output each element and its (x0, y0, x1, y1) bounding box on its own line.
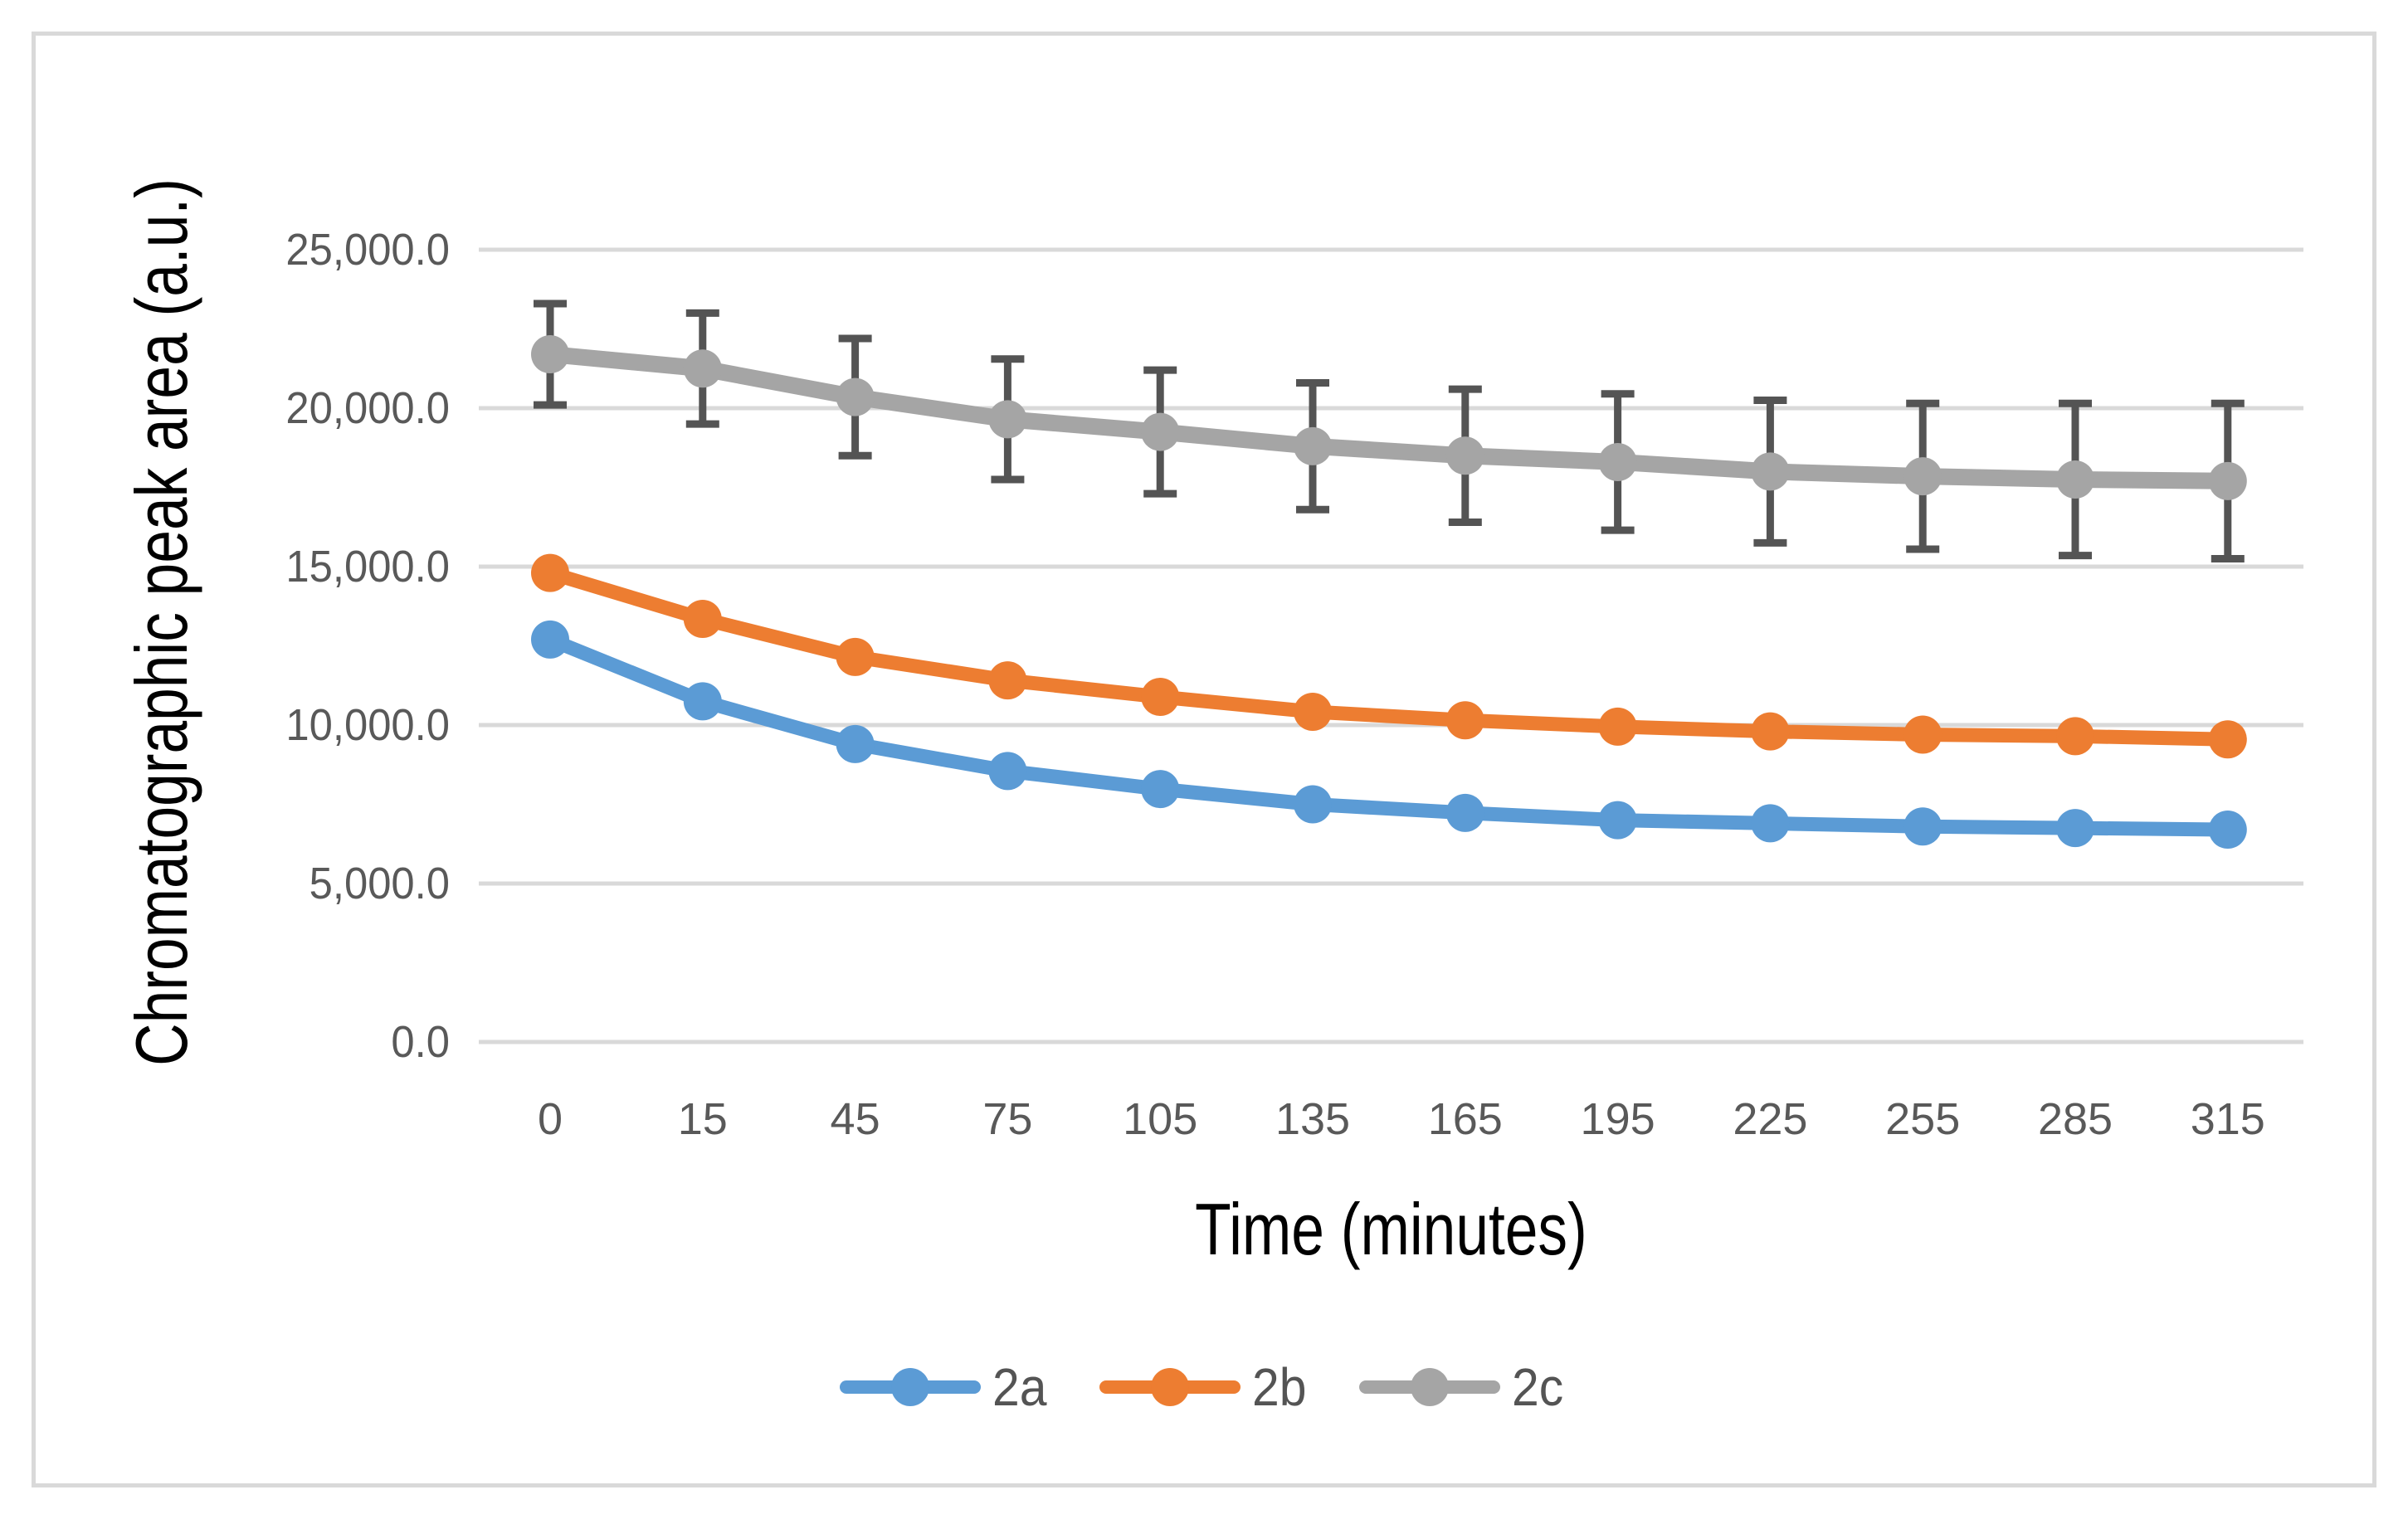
series-marker-2c (1294, 426, 1332, 465)
x-tick-label: 45 (830, 1094, 880, 1144)
series-marker-2a (2208, 811, 2247, 850)
series-marker-2c (1751, 452, 1790, 491)
series-marker-2a (1294, 785, 1332, 824)
series-marker-2c (683, 349, 722, 388)
legend-item-2b: 2b (1099, 1359, 1311, 1415)
x-tick-label: 255 (1885, 1094, 1961, 1144)
series-marker-2b (531, 553, 569, 592)
x-tick-label: 75 (982, 1094, 1033, 1144)
x-tick-label: 315 (2190, 1094, 2265, 1144)
x-tick-label: 165 (1427, 1094, 1503, 1144)
x-tick-label: 195 (1580, 1094, 1655, 1144)
y-tick-label: 25,000.0 (285, 225, 450, 275)
series-marker-2b (2056, 717, 2094, 756)
legend-line-marker-icon (1099, 1367, 1241, 1407)
legend-dot (1151, 1368, 1190, 1406)
series-marker-2a (531, 620, 569, 659)
series-marker-2c (2208, 461, 2247, 500)
x-axis-title: Time (minutes) (1195, 1188, 1587, 1270)
series-marker-2c (1598, 442, 1637, 481)
legend-item-2c: 2c (1359, 1359, 1568, 1415)
series-marker-2a (1141, 770, 1180, 809)
legend-label: 2c (1512, 1357, 1564, 1417)
legend-dot (1411, 1368, 1450, 1406)
figure-border (32, 32, 2376, 1487)
series-marker-2a (988, 752, 1027, 791)
series-line-2b (543, 566, 2235, 747)
series-marker-2a (836, 724, 875, 763)
series-marker-2c (1141, 412, 1180, 451)
series-marker-2b (1751, 712, 1790, 751)
series-marker-2a (683, 682, 722, 721)
series-marker-2b (1445, 701, 1484, 740)
y-tick-label: 20,000.0 (285, 383, 450, 433)
series-marker-2c (988, 400, 1027, 439)
series-marker-2b (2208, 720, 2247, 759)
series-marker-2b (683, 600, 722, 639)
x-tick-label: 135 (1275, 1094, 1351, 1144)
legend-item-2a: 2a (840, 1359, 1051, 1415)
series-marker-2a (1903, 807, 1942, 846)
y-tick-label: 0.0 (391, 1017, 450, 1067)
legend-label: 2b (1252, 1357, 1307, 1417)
legend-line-marker-icon (840, 1367, 982, 1407)
x-tick-label: 105 (1123, 1094, 1198, 1144)
x-tick-label: 0 (537, 1094, 563, 1144)
y-tick-label: 15,000.0 (285, 542, 450, 592)
series-marker-2b (1294, 692, 1332, 731)
series-marker-2a (2056, 809, 2094, 848)
legend: 2a 2b 2c (0, 1359, 2408, 1415)
series-marker-2b (1598, 707, 1637, 746)
x-tick-label: 15 (677, 1094, 728, 1144)
legend-dot (891, 1368, 930, 1406)
series-marker-2b (1141, 678, 1180, 717)
legend-line-marker-icon (1359, 1367, 1501, 1407)
series-marker-2c (1903, 457, 1942, 496)
series-marker-2c (2056, 460, 2094, 499)
y-tick-label: 5,000.0 (309, 859, 450, 908)
series-marker-2c (531, 335, 569, 374)
series-marker-2a (1751, 804, 1790, 843)
x-tick-label: 285 (2037, 1094, 2113, 1144)
legend-label: 2a (992, 1357, 1047, 1417)
series-line-2a (543, 632, 2235, 837)
series-marker-2b (836, 637, 875, 676)
series-marker-2a (1445, 793, 1484, 832)
series-marker-2c (1445, 436, 1484, 475)
series-marker-2a (1598, 801, 1637, 840)
x-tick-label: 225 (1733, 1094, 1808, 1144)
y-axis-title: Chromatographic peak area (a.u.) (120, 178, 202, 1066)
series-marker-2b (988, 661, 1027, 700)
series-marker-2c (836, 377, 875, 416)
series-line-2c (542, 346, 2236, 489)
series-marker-2b (1903, 715, 1942, 754)
y-tick-label: 10,000.0 (285, 700, 450, 750)
